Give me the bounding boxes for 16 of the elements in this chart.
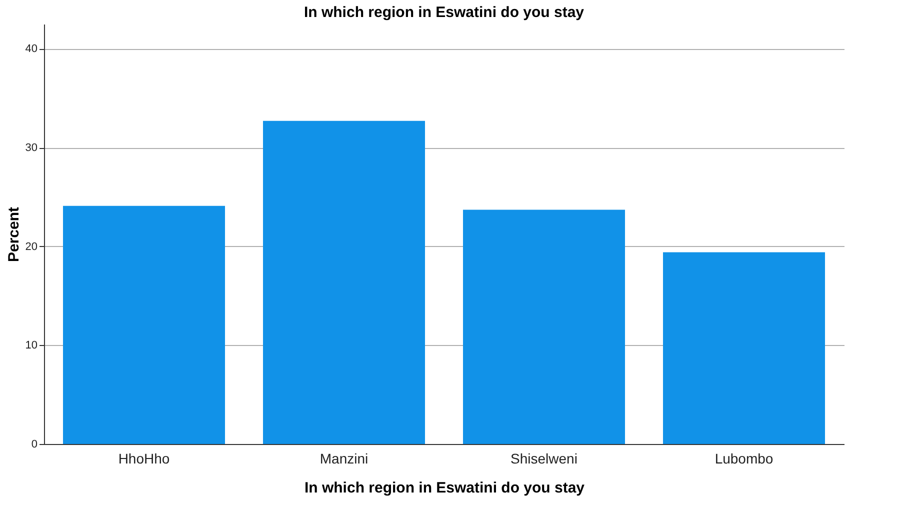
x-tick-label: Shiselweni — [510, 450, 578, 466]
x-tick-label: HhoHho — [118, 450, 170, 466]
bar — [463, 210, 625, 444]
y-tick-label: 20 — [25, 240, 38, 253]
y-tick-label: 30 — [25, 142, 38, 154]
x-tick-label: Lubombo — [714, 450, 774, 466]
y-tick-label: 10 — [25, 340, 38, 352]
y-tick-label: 0 — [31, 438, 38, 450]
bar — [63, 206, 225, 444]
chart-title: In which region in Eswatini do you stay — [304, 4, 585, 21]
y-tick-label: 40 — [25, 43, 38, 56]
y-axis-title: Percent — [5, 206, 22, 262]
x-axis-title: In which region in Eswatini do you stay — [304, 480, 586, 496]
bar — [263, 120, 425, 444]
x-tick-label: Manzini — [320, 450, 368, 466]
bar — [663, 252, 825, 444]
